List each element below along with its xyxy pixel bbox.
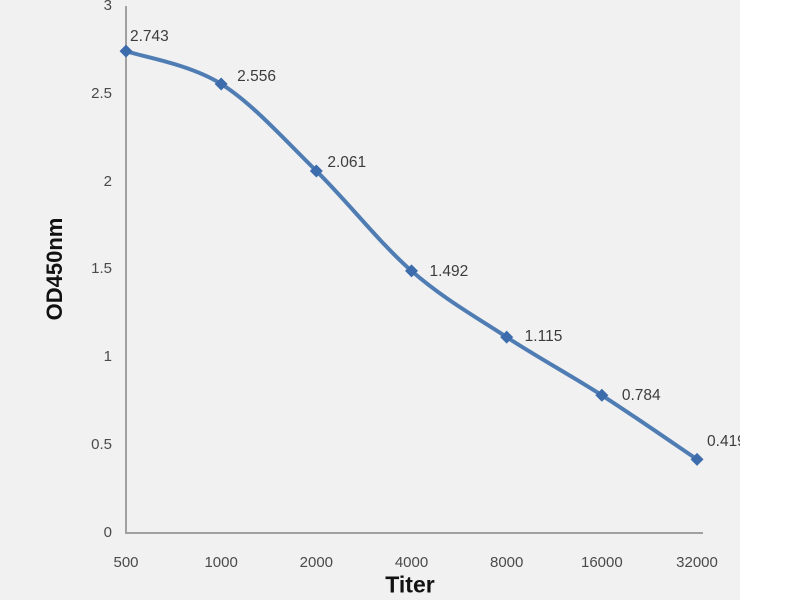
y-tick-label: 0 [103,524,112,541]
data-point-marker [214,77,228,91]
data-point-label: 2.061 [327,153,367,171]
data-point-label: 2.556 [237,67,276,85]
data-point-label: 1.115 [524,328,563,346]
y-tick-label: 3 [103,0,112,14]
x-tick-label: 4000 [394,554,429,571]
x-tick-label: 500 [113,554,139,571]
data-point-marker [405,264,419,278]
y-tick-label: 0.5 [91,436,112,454]
x-tick-label: 32000 [676,554,718,571]
x-tick-label: 8000 [489,554,524,571]
data-point-label: 0.784 [621,387,661,405]
y-tick-label: 1.5 [91,260,112,278]
x-axis-title: Titer [385,571,435,598]
data-point-marker [500,330,514,344]
x-tick-label: 16000 [580,554,623,571]
data-point-marker [690,452,704,466]
y-tick-label: 2.5 [91,84,112,102]
data-point-label: 0.419 [707,433,740,451]
y-tick-label: 2 [103,172,112,190]
chart-canvas: 0 0.5 1 1.5 2 2.5 3 500 1000 2000 4000 8000 16000 32… [0,0,740,600]
y-axis-title: OD450nm [42,217,67,321]
series-line [124,49,700,462]
data-point-marker [595,388,609,402]
x-tick-label: 1000 [204,554,238,571]
y-tick-label: 1 [103,348,112,366]
data-point-label: 1.492 [429,262,469,280]
data-point-marker [309,164,323,178]
data-point-label: 2.743 [130,28,169,46]
line-chart-svg [119,6,704,534]
x-tick-label: 2000 [299,554,334,571]
data-point-marker [119,44,133,58]
